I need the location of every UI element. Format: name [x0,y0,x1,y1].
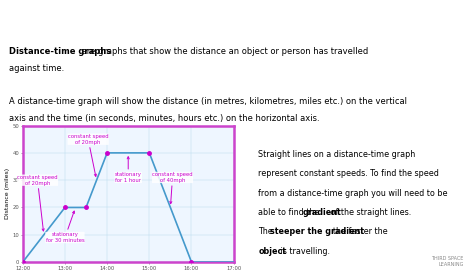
Y-axis label: Distance (miles): Distance (miles) [5,168,10,219]
Text: is travelling.: is travelling. [278,247,330,256]
Text: constant speed
of 40mph: constant speed of 40mph [152,172,193,204]
Text: stationary
for 30 minutes: stationary for 30 minutes [46,211,84,243]
Text: against time.: against time. [9,64,64,73]
Text: able to find the: able to find the [258,208,322,217]
Text: gradient: gradient [303,208,342,217]
Text: stationary
for 1 hour: stationary for 1 hour [115,157,142,183]
Text: constant speed
of 20mph: constant speed of 20mph [68,134,109,176]
Text: Distance Time Graph: Distance Time Graph [9,9,254,29]
Text: are graphs that show the distance an object or person has travelled: are graphs that show the distance an obj… [79,48,368,57]
Text: represent constant speeds. To find the speed: represent constant speeds. To find the s… [258,169,439,178]
Text: constant speed
of 20mph: constant speed of 20mph [17,175,58,231]
Text: of the straight lines.: of the straight lines. [328,208,412,217]
Text: Straight lines on a distance-time graph: Straight lines on a distance-time graph [258,150,416,159]
Text: object: object [258,247,286,256]
Text: The: The [258,227,275,236]
Text: THIRD SPACE
LEARNING: THIRD SPACE LEARNING [431,256,464,267]
Text: steeper the gradient: steeper the gradient [270,227,364,236]
Text: Distance-time graphs: Distance-time graphs [9,48,110,57]
Text: from a distance-time graph you will need to be: from a distance-time graph you will need… [258,189,448,198]
Text: A distance-time graph will show the distance (in metres, kilometres, miles etc.): A distance-time graph will show the dist… [9,97,407,106]
Text: , the faster the: , the faster the [328,227,390,236]
Text: axis and the time (in seconds, minutes, hours etc.) on the horizontal axis.: axis and the time (in seconds, minutes, … [9,114,319,123]
